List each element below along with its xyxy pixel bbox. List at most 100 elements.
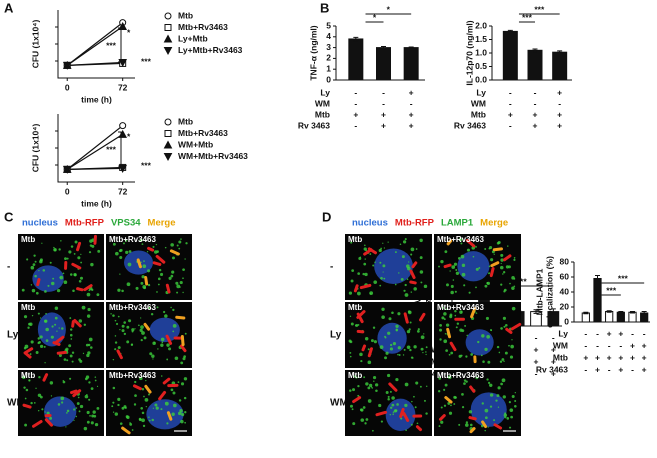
condition-label: Mtb [553,352,568,362]
green-puncta [44,362,46,364]
green-puncta [425,351,427,353]
green-puncta [475,312,478,314]
condition-mark: + [534,356,539,366]
green-puncta [183,377,188,381]
green-puncta [83,426,88,431]
bacterium [411,261,418,269]
channel-legend: Merge [480,218,508,229]
panel-letter: D [322,209,331,224]
green-puncta [121,329,125,333]
green-puncta [43,345,46,348]
nucleus [377,322,407,354]
bacterium [492,247,504,252]
green-puncta [156,291,158,293]
green-puncta [148,306,151,310]
micrograph [345,370,432,436]
green-puncta [111,405,114,408]
error-bar [557,50,563,55]
micrograph [106,370,192,436]
green-puncta [496,394,500,398]
green-puncta [410,423,413,426]
green-puncta [441,306,445,309]
green-puncta [493,253,495,255]
green-puncta [114,348,117,351]
green-puncta [420,281,423,284]
green-puncta [444,383,448,387]
bar [403,47,419,81]
green-puncta [486,334,490,339]
bacterium [52,341,61,346]
green-puncta [507,245,509,247]
green-puncta [454,314,457,317]
condition-mark: + [557,87,562,97]
green-puncta [33,254,36,257]
green-puncta [382,271,384,273]
green-puncta [180,361,184,365]
green-puncta [39,317,42,319]
green-puncta [71,360,74,363]
green-puncta [372,376,377,380]
green-puncta [350,322,354,326]
condition-mark: - [382,98,385,108]
green-puncta [440,259,444,264]
green-puncta [79,276,84,280]
green-puncta [489,393,494,397]
green-puncta [388,317,392,321]
green-puncta [140,317,142,319]
green-puncta [141,411,145,415]
y-tick-label: 40 [560,286,570,296]
green-puncta [466,334,469,337]
green-puncta [419,238,423,243]
green-puncta [76,402,80,405]
green-puncta [440,420,444,424]
green-puncta [439,338,442,341]
green-puncta [147,269,151,273]
green-puncta [38,269,40,272]
green-puncta [513,256,516,259]
green-puncta [152,358,154,360]
green-puncta [127,262,132,267]
green-puncta [382,242,384,244]
nucleus [149,317,180,343]
micrograph [345,302,432,368]
condition-mark: + [630,352,635,362]
green-puncta [133,403,137,406]
green-puncta [406,278,409,281]
bar [552,51,568,81]
green-puncta [124,406,127,409]
green-puncta [45,327,49,332]
green-puncta [138,417,142,421]
green-puncta [475,376,479,380]
significance-label: * [127,27,131,37]
green-puncta [438,265,440,268]
green-puncta [511,286,515,291]
condition-mark: - [354,98,357,108]
bacterium [165,334,173,345]
green-puncta [58,354,62,358]
bacterium [136,258,142,269]
green-puncta [495,399,498,402]
green-puncta [410,253,413,256]
condition-mark: - [410,98,413,108]
green-puncta [177,381,180,384]
condition-mark: - [643,328,646,338]
green-puncta [453,403,456,405]
condition-mark: + [618,328,623,338]
bacterium [152,261,162,266]
green-puncta [143,260,145,262]
image-label: Mtb [21,303,35,312]
green-puncta [160,272,164,276]
green-puncta [134,328,136,330]
green-puncta [34,274,37,278]
green-puncta [24,423,28,427]
bacterium [468,416,477,421]
green-puncta [394,251,397,254]
condition-mark: - [631,328,634,338]
green-puncta [91,414,95,418]
green-puncta [160,408,163,411]
green-puncta [456,322,460,325]
condition-label: Mtb [471,109,486,119]
error-bar [408,46,414,49]
green-puncta [460,254,465,259]
green-puncta [358,257,362,261]
